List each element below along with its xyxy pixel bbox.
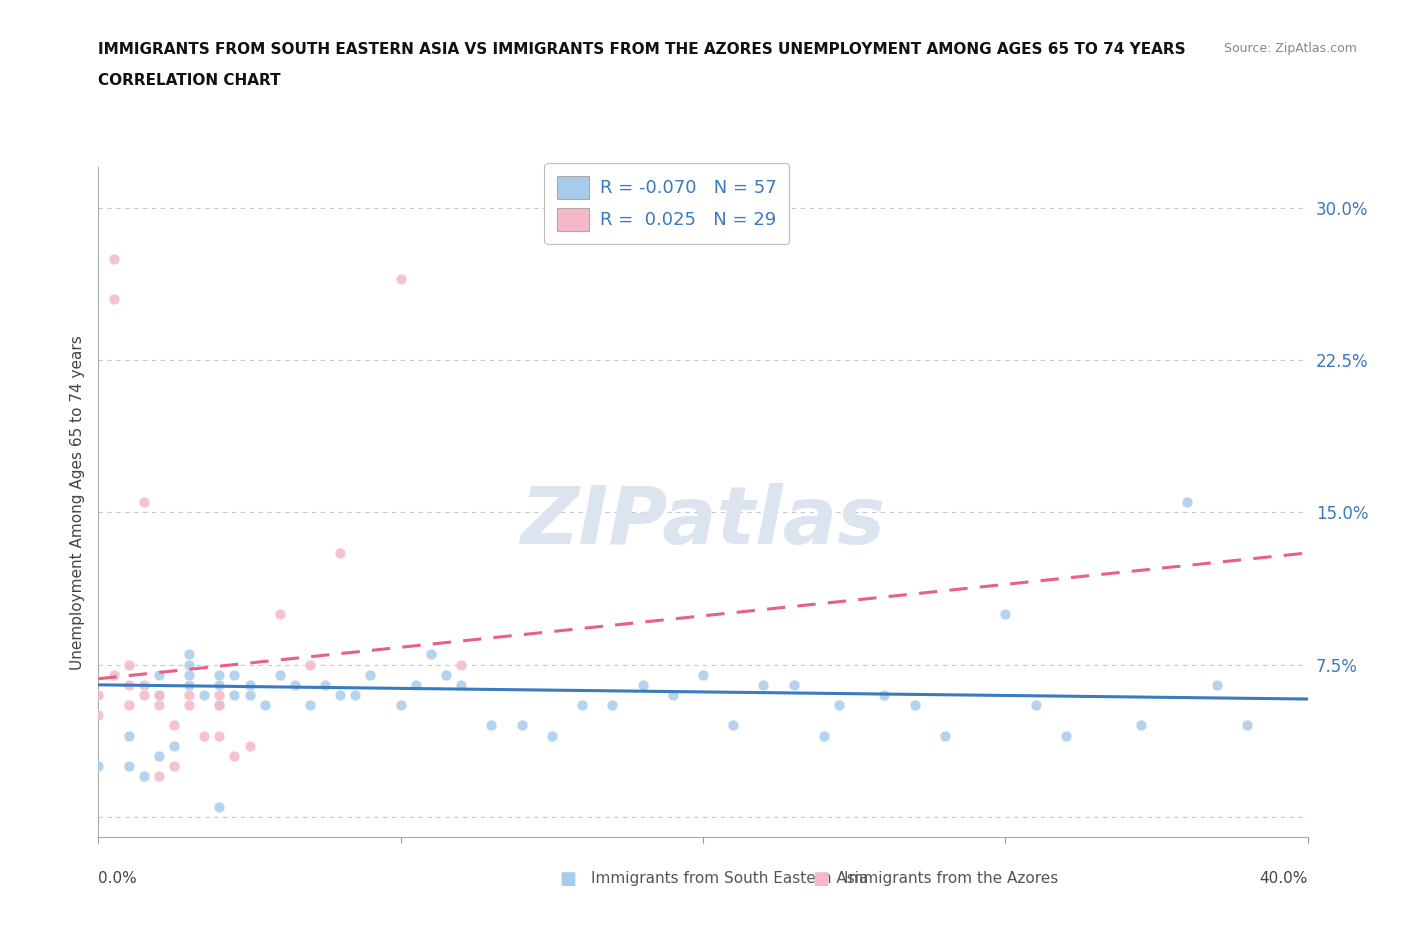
Text: 40.0%: 40.0% [1260,871,1308,886]
Point [208,799,231,814]
Point [132,687,155,702]
Point [1236,718,1258,733]
Point [239,687,262,702]
Point [208,698,231,712]
Point [87,759,110,774]
Point [132,677,155,692]
Point [450,658,472,672]
Point [148,698,170,712]
Point [299,698,322,712]
Point [163,718,186,733]
Point [571,698,593,712]
Point [208,698,231,712]
Text: ■: ■ [813,870,830,888]
Text: ■: ■ [560,870,576,888]
Point [239,738,262,753]
Point [1024,698,1046,712]
Point [177,698,201,712]
Point [148,749,170,764]
Text: Immigrants from the Azores: Immigrants from the Azores [844,871,1057,886]
Point [148,667,170,682]
Point [253,698,276,712]
Point [118,698,141,712]
Point [208,677,231,692]
Y-axis label: Unemployment Among Ages 65 to 74 years: Unemployment Among Ages 65 to 74 years [69,335,84,670]
Point [103,292,125,307]
Point [661,687,683,702]
Point [148,769,170,784]
Point [692,667,714,682]
Point [239,677,262,692]
Point [631,677,654,692]
Point [873,687,896,702]
Point [405,677,427,692]
Point [208,728,231,743]
Point [224,687,246,702]
Point [208,687,231,702]
Point [118,677,141,692]
Point [540,728,562,743]
Point [1130,718,1153,733]
Point [344,687,367,702]
Text: Source: ZipAtlas.com: Source: ZipAtlas.com [1223,42,1357,55]
Point [434,667,457,682]
Point [904,698,927,712]
Text: CORRELATION CHART: CORRELATION CHART [98,73,281,87]
Point [813,728,835,743]
Point [193,728,215,743]
Point [118,658,141,672]
Point [329,546,352,561]
Point [450,677,472,692]
Point [118,759,141,774]
Point [163,759,186,774]
Point [193,687,215,702]
Point [87,708,110,723]
Point [103,667,125,682]
Point [1175,495,1198,510]
Point [177,687,201,702]
Point [224,749,246,764]
Point [602,698,624,712]
Point [389,698,412,712]
Point [177,647,201,662]
Legend: R = -0.070   N = 57, R =  0.025   N = 29: R = -0.070 N = 57, R = 0.025 N = 29 [544,163,789,244]
Point [103,251,125,266]
Point [224,667,246,682]
Point [132,495,155,510]
Point [481,718,503,733]
Point [299,658,322,672]
Point [994,606,1017,621]
Point [1054,728,1077,743]
Point [269,606,291,621]
Point [389,272,412,286]
Point [177,667,201,682]
Point [1206,677,1229,692]
Point [510,718,533,733]
Point [148,687,170,702]
Point [269,667,291,682]
Point [934,728,956,743]
Point [329,687,352,702]
Text: 0.0%: 0.0% [98,871,138,886]
Text: ZIPatlas: ZIPatlas [520,484,886,562]
Point [721,718,744,733]
Point [148,687,170,702]
Point [314,677,336,692]
Point [177,658,201,672]
Point [87,687,110,702]
Point [163,738,186,753]
Point [752,677,775,692]
Point [208,667,231,682]
Point [782,677,804,692]
Point [177,677,201,692]
Text: IMMIGRANTS FROM SOUTH EASTERN ASIA VS IMMIGRANTS FROM THE AZORES UNEMPLOYMENT AM: IMMIGRANTS FROM SOUTH EASTERN ASIA VS IM… [98,42,1187,57]
Text: Immigrants from South Eastern Asia: Immigrants from South Eastern Asia [591,871,868,886]
Point [132,769,155,784]
Point [284,677,307,692]
Point [360,667,382,682]
Point [118,728,141,743]
Point [419,647,441,662]
Point [828,698,851,712]
